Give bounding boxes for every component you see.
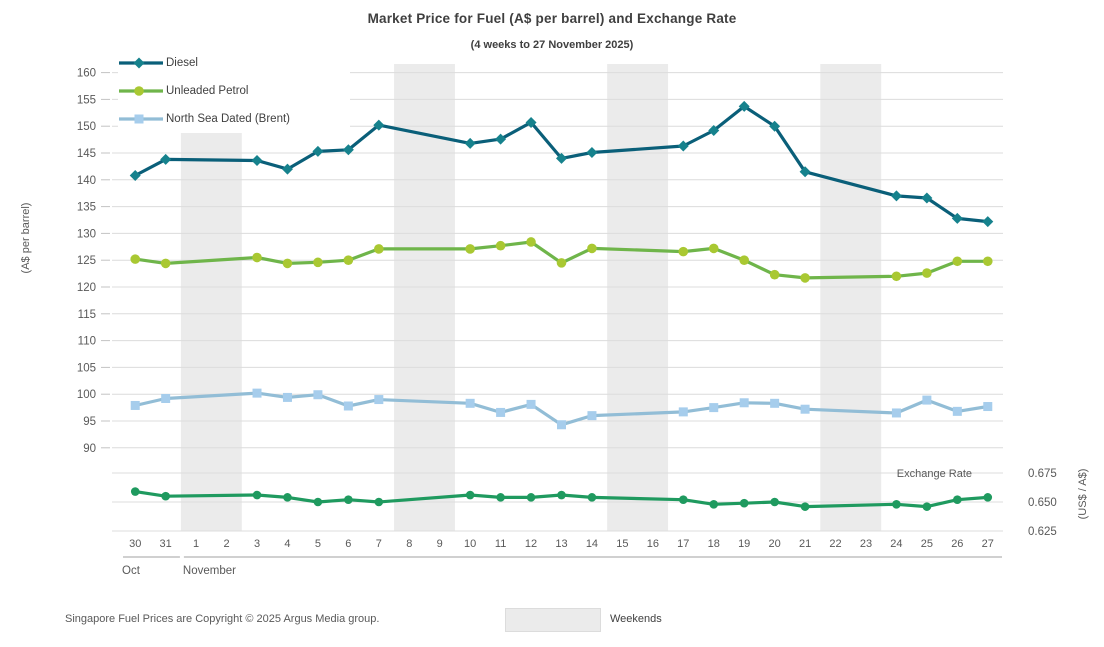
x-axis-day-label: 6 [345, 538, 351, 550]
x-axis-day-label: 10 [464, 538, 476, 550]
legend-label: Diesel [166, 57, 198, 69]
x-axis-day-label: 3 [254, 538, 260, 550]
right-axis-title: (US$ / A$) [1077, 468, 1089, 520]
right-axis: 0.675 0.650 0.625 [112, 468, 1057, 538]
legend-swatch-unleaded-petrol [119, 86, 163, 96]
x-axis-day-label: 19 [738, 538, 750, 550]
x-axis-day-label: 26 [951, 538, 963, 550]
x-axis-day-label: 9 [437, 538, 443, 550]
x-axis-day-label: 22 [829, 538, 841, 550]
series-unleaded-petrol [130, 237, 993, 283]
right-axis-tick-label: 0.650 [1028, 497, 1057, 509]
month-label: November [183, 565, 236, 577]
month-label: Oct [122, 565, 141, 577]
x-axis-day-label: 17 [677, 538, 689, 550]
legend-item-unleaded-petrol: Unleaded Petrol [118, 77, 350, 105]
x-axis-day-label: 4 [284, 538, 290, 550]
x-axis-day-label: 31 [160, 538, 172, 550]
chart-legend: Diesel Unleaded Petrol North Sea Dated (Br… [118, 49, 350, 133]
left-axis-tick-label: 160 [77, 68, 96, 80]
x-axis-day-label: 1 [193, 538, 199, 550]
x-axis-day-label: 2 [224, 538, 230, 550]
chart-title: Market Price for Fuel (A$ per barrel) an… [367, 11, 737, 26]
weekend-bands [180, 64, 882, 531]
x-axis-day-label: 20 [769, 538, 781, 550]
x-axis-day-label: 27 [982, 538, 994, 550]
left-axis-tick-label: 115 [78, 309, 96, 321]
right-axis-tick-label: 0.675 [1028, 468, 1057, 480]
left-axis-tick-label: 110 [78, 336, 96, 348]
left-axis-tick-label: 125 [77, 255, 96, 267]
x-axis-day-label: 21 [799, 538, 811, 550]
left-axis-tick-label: 100 [77, 389, 96, 401]
exchange-rate-annotation: Exchange Rate [896, 468, 972, 480]
left-axis-tick-label: 130 [77, 228, 96, 240]
series-exchange-rate [130, 487, 993, 511]
legend-item-diesel: Diesel [118, 49, 350, 77]
weekend-band [820, 64, 882, 531]
legend-swatch-north-sea-dated-brent [119, 114, 163, 124]
legend-item-north-sea-dated-brent: North Sea Dated (Brent) [118, 105, 350, 133]
chart-footer: Singapore Fuel Prices are Copyright © 20… [0, 600, 1104, 647]
legend-label: North Sea Dated (Brent) [166, 113, 291, 125]
x-axis-day-label: 16 [647, 538, 659, 550]
left-axis-tick-label: 135 [77, 202, 96, 214]
weekend-legend-label: Weekends [610, 613, 662, 625]
chart-subtitle: (4 weeks to 27 November 2025) [470, 39, 634, 51]
x-axis-day-label: 13 [555, 538, 567, 550]
legend-label: Unleaded Petrol [166, 85, 249, 97]
left-axis-tick-label: 105 [77, 362, 96, 374]
x-axis-day-label: 5 [315, 538, 321, 550]
x-axis-day-label: 14 [586, 538, 598, 550]
x-axis-day-label: 15 [616, 538, 628, 550]
left-axis-tick-label: 150 [77, 121, 96, 133]
weekend-band [180, 64, 242, 531]
weekend-swatch [505, 608, 601, 632]
x-axis-day-label: 24 [890, 538, 902, 550]
x-axis-day-label: 30 [129, 538, 141, 550]
left-axis-tick-label: 140 [77, 175, 96, 187]
x-axis-day-label: 25 [921, 538, 933, 550]
left-axis-tick-label: 90 [83, 443, 96, 455]
legend-swatch-diesel [119, 57, 163, 69]
x-axis-day-label: 23 [860, 538, 872, 550]
x-axis-day-label: 11 [495, 538, 506, 550]
x-axis-day-label: 8 [406, 538, 412, 550]
copyright-text: Singapore Fuel Prices are Copyright © 20… [65, 613, 380, 625]
fuel-price-chart: 9095100105110115120125130135140145150155… [77, 64, 1057, 577]
right-axis-tick-label: 0.625 [1028, 526, 1057, 538]
weekend-band [607, 64, 669, 531]
x-axis-day-label: 18 [708, 538, 720, 550]
series-diesel [129, 100, 994, 228]
left-axis-tick-label: 95 [83, 416, 96, 428]
weekend-band [394, 64, 455, 531]
x-axis: 30 31 1 2 3 4 5 6 7 8 9 10 11 12 13 14 15 16 17 18 19 20 21 22 2… [122, 538, 1002, 577]
x-axis-day-label: 7 [376, 538, 382, 550]
series-north-sea-dated-brent [130, 388, 993, 430]
left-axis-title: (A$ per barrel) [20, 202, 32, 274]
left-axis-tick-label: 155 [77, 94, 96, 106]
left-axis-tick-label: 120 [77, 282, 96, 294]
x-axis-day-label: 12 [525, 538, 537, 550]
left-axis-tick-label: 145 [77, 148, 96, 160]
left-axis-ticks: 90 95 100 105 110 115 120 125 130 135 140 145 150 155… [77, 68, 110, 455]
